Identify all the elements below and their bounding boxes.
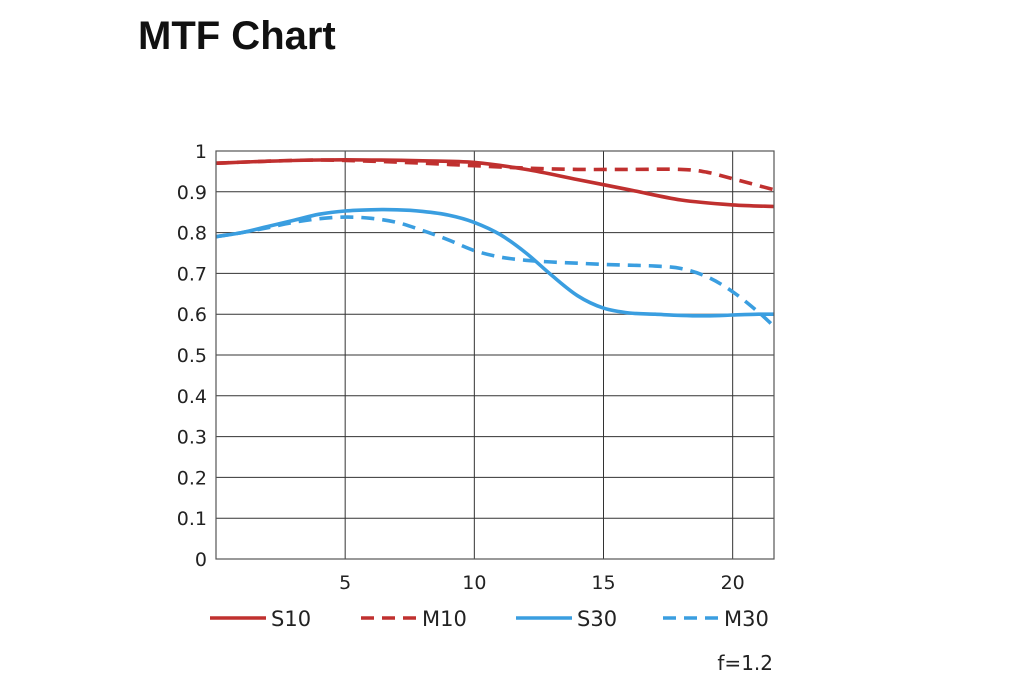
y-tick-label: 0.4 <box>177 386 207 408</box>
chart-series <box>215 158 776 328</box>
legend-label-m10: M10 <box>422 607 467 631</box>
series-line-s30 <box>215 207 775 318</box>
y-tick-label: 0 <box>195 549 207 571</box>
y-tick-label: 0.3 <box>177 427 207 449</box>
series-line-s10 <box>215 158 775 209</box>
x-tick-label: 15 <box>591 572 615 594</box>
x-axis-ticks: 5 10 15 20 <box>339 572 745 594</box>
series-line-m10 <box>215 158 775 192</box>
x-tick-label: 20 <box>721 572 745 594</box>
plot-frame <box>215 150 775 560</box>
chart-legend: S10 M10 S30 M30 <box>210 607 769 631</box>
legend-label-s30: S30 <box>577 607 617 631</box>
y-tick-label: 0.1 <box>177 508 207 530</box>
y-tick-label: 1 <box>195 141 207 163</box>
chart-grid <box>216 150 774 560</box>
aperture-annotation: f=1.2 <box>717 651 773 675</box>
y-tick-label: 0.2 <box>177 467 207 489</box>
y-tick-label: 0.8 <box>177 223 207 245</box>
y-tick-label: 0.5 <box>177 345 207 367</box>
page-title: MTF Chart <box>138 14 336 58</box>
x-tick-label: 5 <box>339 572 351 594</box>
legend-label-m30: M30 <box>724 607 769 631</box>
y-tick-label: 0.7 <box>177 263 207 285</box>
x-tick-label: 10 <box>462 572 486 594</box>
y-tick-label: 0.9 <box>177 182 207 204</box>
y-tick-label: 0.6 <box>177 304 207 326</box>
y-axis-ticks: 0 0.1 0.2 0.3 0.4 0.5 0.6 0.7 0.8 0.9 1 <box>177 141 207 571</box>
legend-label-s10: S10 <box>271 607 311 631</box>
